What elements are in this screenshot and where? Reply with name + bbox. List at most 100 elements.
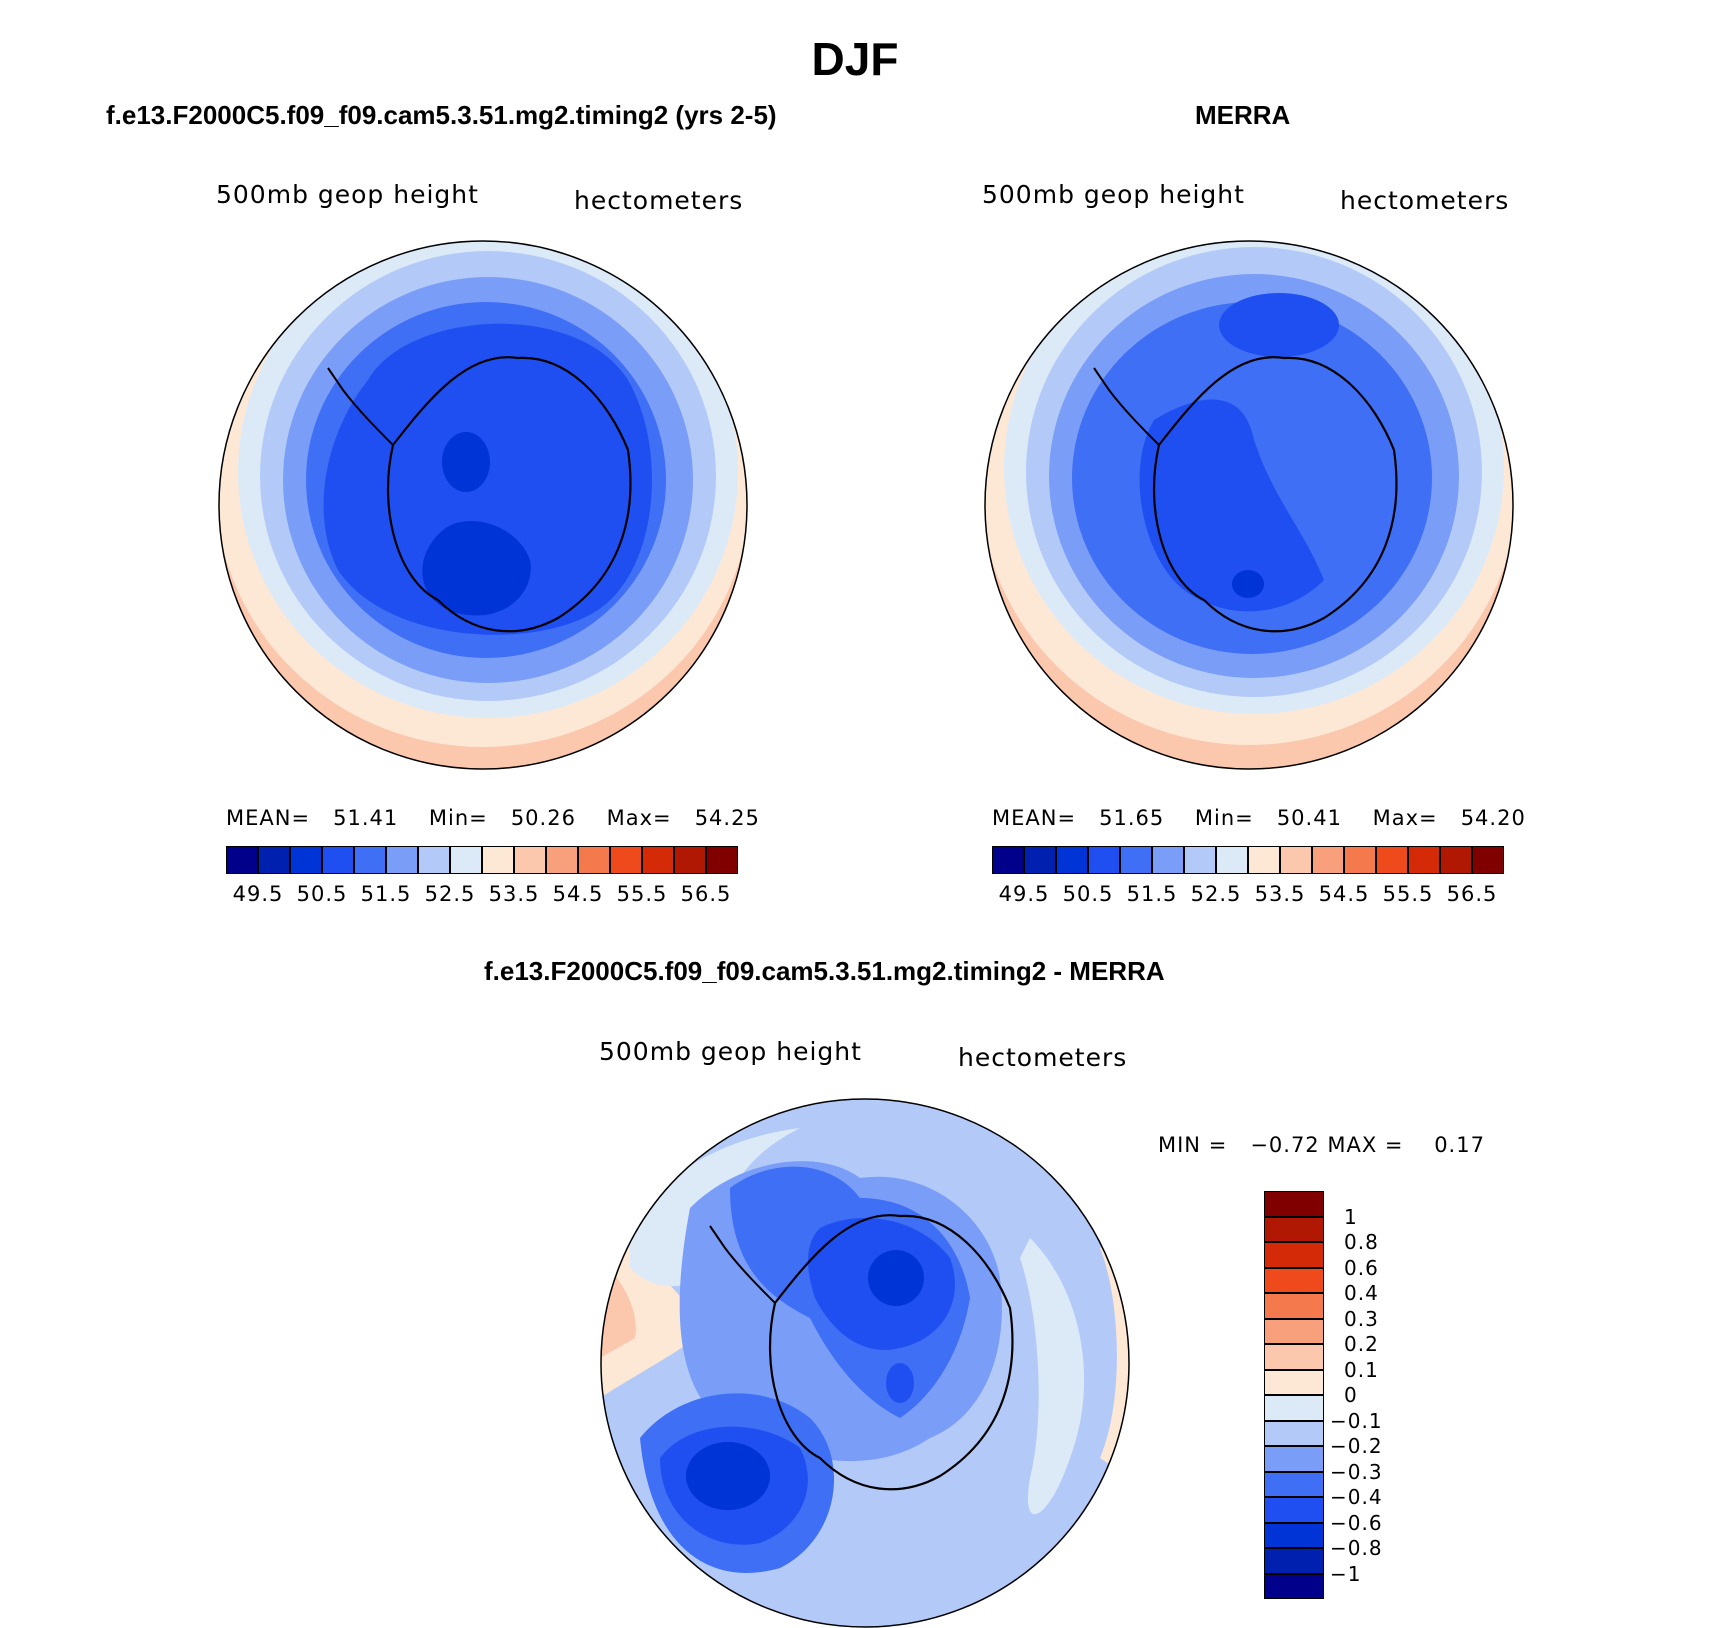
colorbar-tick-label: 54.5 bbox=[1318, 882, 1370, 906]
colorbar-swatch bbox=[1024, 846, 1056, 874]
colorbar-swatch bbox=[1152, 846, 1184, 874]
colorbar-tick-label: 0.4 bbox=[1344, 1281, 1379, 1305]
colorbar-tick-label: −0.1 bbox=[1330, 1408, 1383, 1433]
colorbar-swatch bbox=[1120, 846, 1152, 874]
colorbar-swatch bbox=[1264, 1497, 1324, 1523]
max-label: Max= bbox=[1372, 806, 1438, 830]
colorbar-swatch bbox=[546, 846, 578, 874]
panel2-title: MERRA bbox=[1195, 100, 1291, 130]
colorbar-swatch bbox=[642, 846, 674, 874]
colorbar-swatch bbox=[1264, 1471, 1324, 1497]
colorbar-tick-label: 54.5 bbox=[552, 882, 604, 906]
colorbar-swatch bbox=[610, 846, 642, 874]
map-boundary bbox=[218, 240, 748, 770]
panel2-map bbox=[984, 240, 1514, 770]
colorbar-swatch bbox=[1056, 846, 1088, 874]
map-boundary bbox=[984, 240, 1514, 770]
colorbar-swatch bbox=[290, 846, 322, 874]
colorbar-tick-label: 50.5 bbox=[296, 882, 348, 906]
colorbar-swatch bbox=[1264, 1395, 1324, 1421]
colorbar-tick-label: −0.8 bbox=[1330, 1536, 1383, 1560]
colorbar-swatch bbox=[1264, 1318, 1324, 1344]
colorbar-tick-label: 0.2 bbox=[1344, 1332, 1379, 1356]
contour-band bbox=[1219, 293, 1339, 357]
colorbar-swatch bbox=[354, 846, 386, 874]
colorbar-swatch bbox=[1264, 1242, 1324, 1268]
colorbar-swatch bbox=[1344, 846, 1376, 874]
colorbar-swatch bbox=[1264, 1267, 1324, 1293]
colorbar-swatch bbox=[1264, 1293, 1324, 1319]
panel1-stats: MEAN= 51.41 Min= 50.26 Max= 54.25 bbox=[226, 806, 760, 830]
contour-band bbox=[868, 1250, 924, 1306]
colorbar-swatch bbox=[1264, 1420, 1324, 1446]
colorbar-tick-label: 52.5 bbox=[424, 882, 476, 906]
colorbar-tick-label: −0.4 bbox=[1330, 1485, 1383, 1509]
colorbar-swatch bbox=[706, 846, 738, 874]
colorbar-swatch bbox=[1472, 846, 1504, 874]
colorbar-swatch bbox=[1184, 846, 1216, 874]
colorbar-tick-label: 53.5 bbox=[1254, 882, 1306, 906]
contour-band bbox=[442, 432, 490, 492]
colorbar-swatch bbox=[1264, 1369, 1324, 1395]
colorbar-swatch bbox=[258, 846, 290, 874]
panel1-variable-label: 500mb geop height bbox=[216, 180, 479, 209]
colorbar-swatch bbox=[1216, 846, 1248, 874]
colorbar-swatch bbox=[992, 846, 1024, 874]
colorbar-tick-label: 0.1 bbox=[1344, 1357, 1379, 1382]
colorbar-swatch bbox=[1408, 846, 1440, 874]
colorbar-tick-label: −0.6 bbox=[1330, 1510, 1383, 1535]
colorbar-tick-label: 1 bbox=[1344, 1204, 1358, 1229]
colorbar-tick-label: 55.5 bbox=[616, 882, 668, 906]
contour-band bbox=[686, 1442, 770, 1510]
min-label: Min= bbox=[1194, 806, 1254, 830]
colorbar-swatch bbox=[386, 846, 418, 874]
mean-label: MEAN= bbox=[992, 806, 1077, 830]
min-value: 50.26 bbox=[510, 806, 576, 830]
panel3-variable-label: 500mb geop height bbox=[599, 1037, 862, 1066]
colorbar-tick-label: 53.5 bbox=[488, 882, 540, 906]
antarctica-coastline bbox=[1152, 356, 1398, 633]
colorbar-tick-label: −0.3 bbox=[1330, 1459, 1383, 1484]
colorbar-swatch bbox=[1264, 1573, 1324, 1599]
panel1-units-label: hectometers bbox=[574, 186, 744, 215]
contour-band bbox=[422, 521, 531, 616]
colorbar-swatch bbox=[1264, 1522, 1324, 1548]
max-label: Max= bbox=[606, 806, 672, 830]
colorbar-tick-label: 0.6 bbox=[1344, 1255, 1379, 1280]
antarctic-peninsula bbox=[327, 367, 394, 446]
colorbar-swatch bbox=[1264, 1216, 1324, 1242]
antarctica-coastline bbox=[768, 1214, 1014, 1491]
colorbar-swatch bbox=[1088, 846, 1120, 874]
panel3-units-label: hectometers bbox=[958, 1043, 1128, 1072]
colorbar-swatch bbox=[322, 846, 354, 874]
panel2-colorbar-ticks: 49.5 50.5 51.5 52.5 53.5 54.5 55.5 56.5 bbox=[992, 882, 1504, 908]
figure-title: DJF bbox=[811, 33, 899, 85]
colorbar-tick-label: 52.5 bbox=[1190, 882, 1242, 906]
panel2-colorbar bbox=[992, 846, 1504, 874]
panel1-colorbar bbox=[226, 846, 738, 874]
panel3-stats: MIN = −0.72 MAX = 0.17 bbox=[1158, 1133, 1485, 1157]
colorbar-swatch bbox=[418, 846, 450, 874]
contour-band bbox=[886, 1363, 914, 1403]
mean-value: 51.65 bbox=[1099, 806, 1165, 830]
colorbar-swatch bbox=[514, 846, 546, 874]
colorbar-swatch bbox=[450, 846, 482, 874]
colorbar-tick-label: 0.3 bbox=[1344, 1306, 1379, 1331]
colorbar-swatch bbox=[1248, 846, 1280, 874]
colorbar-swatch bbox=[482, 846, 514, 874]
contour-band bbox=[1139, 399, 1324, 612]
panel3-title: f.e13.F2000C5.f09_f09.cam5.3.51.mg2.timi… bbox=[484, 956, 1165, 986]
min-value: 50.41 bbox=[1276, 806, 1342, 830]
min-label: Min= bbox=[428, 806, 488, 830]
panel3-colorbar-ticks: 1 0.8 0.6 0.4 0.3 0.2 0.1 0 −0.1 −0.2 −0.3 −0.4 −0.6… bbox=[1330, 1191, 1420, 1599]
antarctic-peninsula bbox=[1093, 367, 1160, 446]
colorbar-tick-label: 56.5 bbox=[680, 882, 732, 906]
colorbar-tick-label: 0.8 bbox=[1344, 1230, 1379, 1254]
antarctica-coastline bbox=[386, 356, 632, 633]
colorbar-swatch bbox=[226, 846, 258, 874]
colorbar-tick-label: −1 bbox=[1330, 1561, 1362, 1586]
colorbar-tick-label: 56.5 bbox=[1446, 882, 1498, 906]
colorbar-tick-label: 49.5 bbox=[998, 882, 1050, 906]
panel1-colorbar-ticks: 49.5 50.5 51.5 52.5 53.5 54.5 55.5 56.5 bbox=[226, 882, 738, 908]
panel1-map bbox=[218, 240, 748, 770]
